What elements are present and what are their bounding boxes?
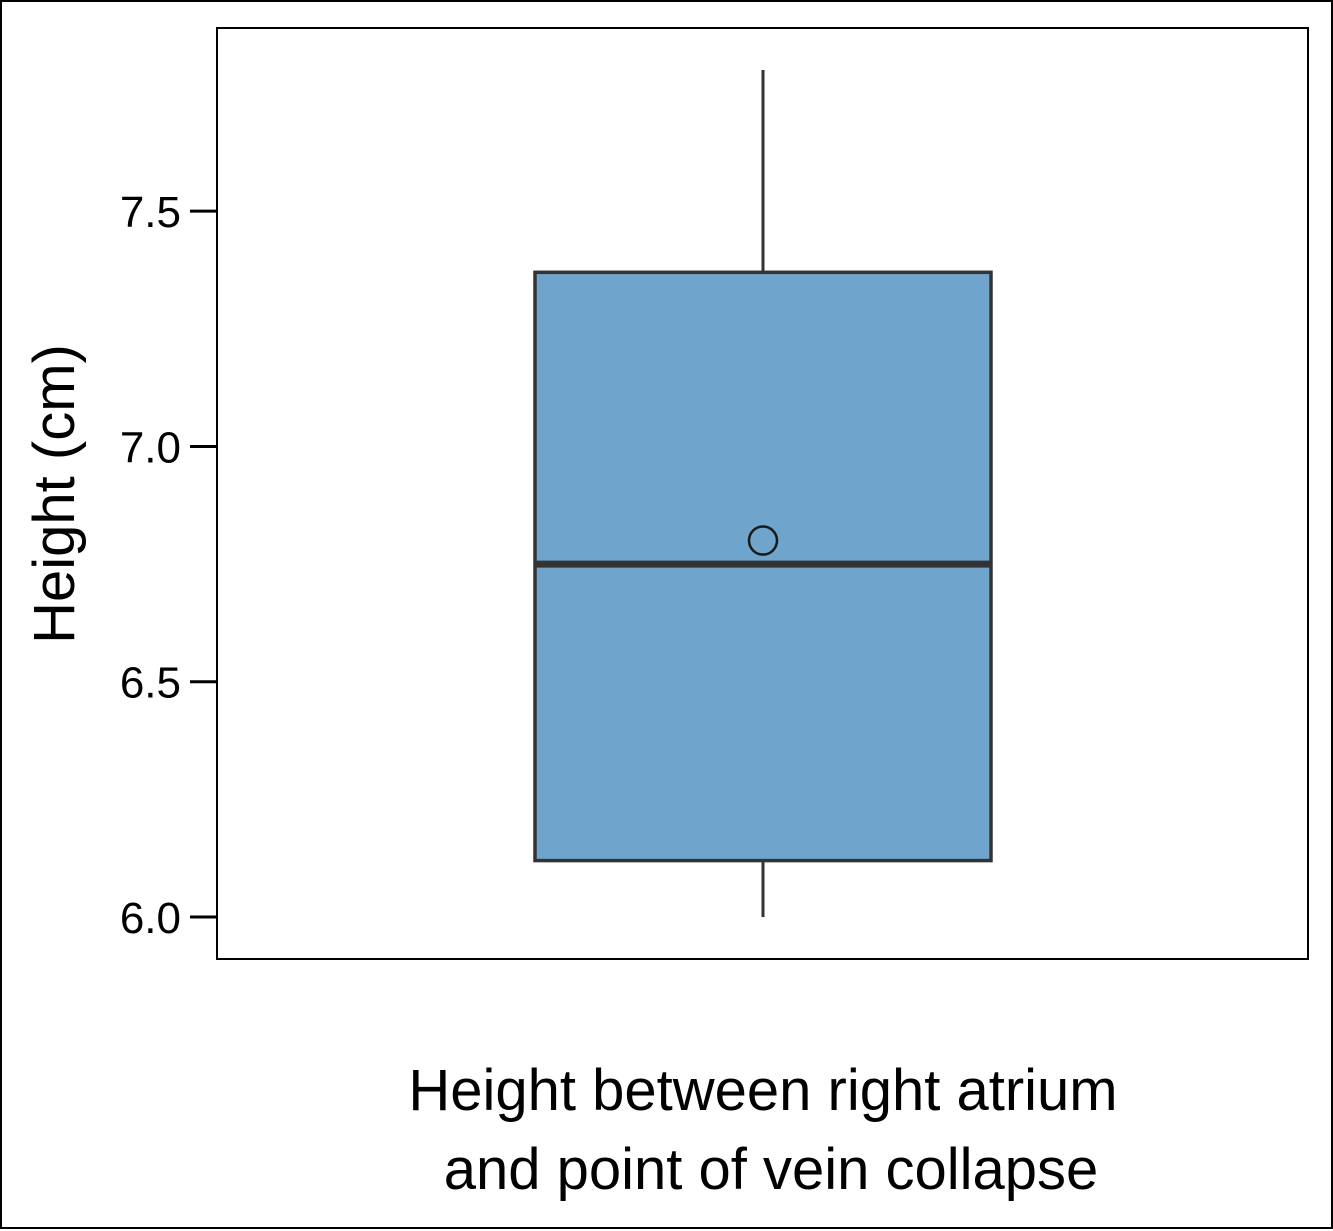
mean-marker: [747, 525, 779, 556]
y-axis: 6.0 6.5 7.0 7.5: [120, 188, 217, 943]
y-axis-title: Height (cm): [22, 344, 87, 644]
y-tick-label-0: 6.0: [120, 894, 181, 943]
box-layer: [533, 69, 993, 918]
y-tick-label-2: 7.0: [120, 423, 181, 472]
y-tick-label-3: 7.5: [120, 188, 181, 237]
x-axis-title-line-2: and point of vein collapse: [444, 1137, 1099, 1202]
plot-area: [216, 27, 1309, 960]
x-axis-title-line-1: Height between right atrium: [408, 1058, 1117, 1123]
y-tick-label-1: 6.5: [120, 659, 181, 708]
